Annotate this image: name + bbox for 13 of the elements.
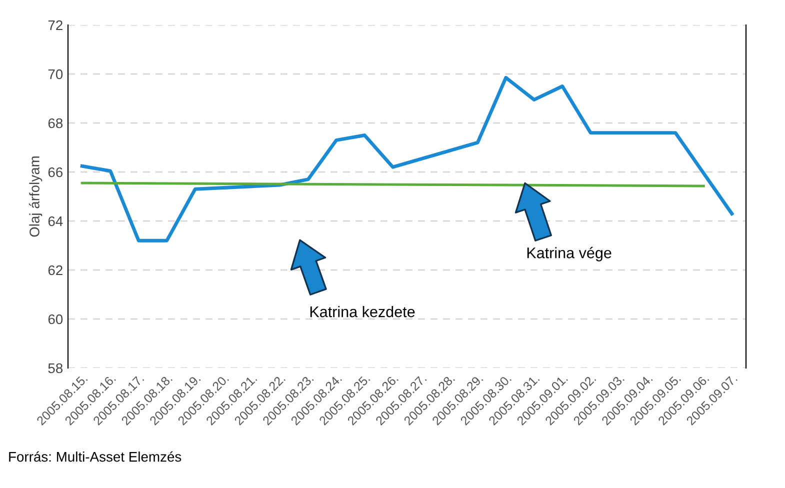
y-tick-label: 64 <box>48 216 63 226</box>
line-series <box>80 76 734 242</box>
y-tick-label: 70 <box>48 69 63 80</box>
y-tick-label: 66 <box>48 167 63 178</box>
y-tick-label: 72 <box>48 20 62 30</box>
y-tick-label: 60 <box>48 314 63 324</box>
y-tick-label: 68 <box>48 118 63 128</box>
annotation: Katrina kezdete <box>310 306 415 318</box>
y-tick-label: 62 <box>48 265 62 276</box>
text: Forrás: Multi-Asset Elemzés <box>9 451 182 462</box>
y-tick-label: 58 <box>48 363 63 374</box>
y-axis-title: Olaj árfolyam <box>29 156 42 237</box>
annotation: Katrina vége <box>527 246 612 262</box>
